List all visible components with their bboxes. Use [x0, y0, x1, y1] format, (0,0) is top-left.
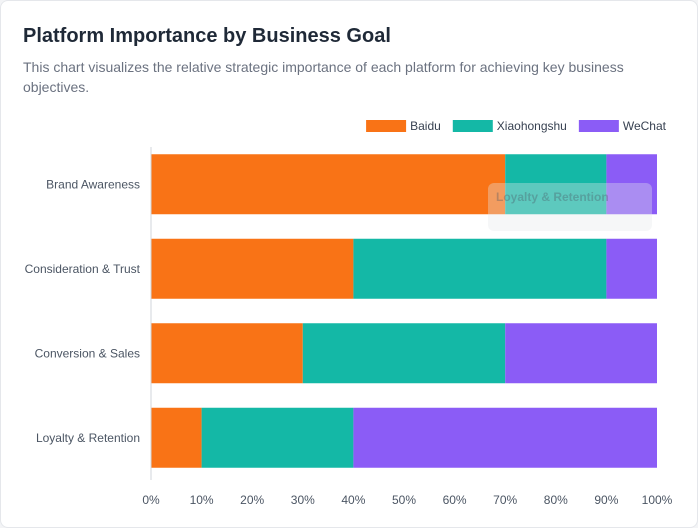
bar-loyalty-and-retention-xiaohongshu[interactable] — [201, 407, 354, 468]
chart-tooltip: Loyalty & Retention — [488, 183, 652, 231]
x-tick-label: 90% — [594, 493, 618, 507]
bar-loyalty-and-retention-baidu[interactable] — [151, 407, 202, 468]
y-tick-label: Loyalty & Retention — [36, 431, 140, 445]
x-tick-label: 20% — [240, 493, 264, 507]
x-tick-label: 50% — [392, 493, 416, 507]
bar-consideration-and-trust-wechat[interactable] — [606, 238, 657, 299]
chart-title: Platform Importance by Business Goal — [23, 25, 391, 47]
x-tick-label: 70% — [493, 493, 517, 507]
bar-brand-awareness-wechat[interactable] — [606, 154, 657, 215]
legend-item-wechat[interactable]: WeChat — [578, 119, 667, 133]
x-tick-label: 0% — [142, 493, 160, 507]
legend-item-baidu[interactable]: Baidu — [366, 119, 441, 133]
legend-label: Xiaohongshu — [497, 119, 567, 133]
bar-conversion-and-sales-baidu[interactable] — [151, 323, 303, 384]
x-tick-label: 60% — [443, 493, 467, 507]
tooltip-box — [488, 183, 652, 231]
legend-swatch — [366, 120, 407, 132]
tooltip-title: Loyalty & Retention — [496, 190, 609, 204]
x-tick-label: 100% — [642, 493, 673, 507]
chart-subtitle: This chart visualizes the relative strat… — [23, 59, 624, 95]
bar-conversion-and-sales-xiaohongshu[interactable] — [302, 323, 506, 384]
chart-axes: Brand Awareness Consideration & Trust Conv… — [25, 147, 673, 507]
legend-label: Baidu — [410, 119, 441, 133]
chart-bars — [151, 154, 657, 468]
bar-consideration-and-trust-baidu[interactable] — [151, 238, 354, 299]
chart-legend: Baidu Xiaohongshu WeChat — [366, 119, 667, 133]
legend-label: WeChat — [623, 119, 667, 133]
legend-swatch — [578, 120, 619, 132]
bar-brand-awareness-xiaohongshu[interactable] — [505, 154, 607, 215]
bar-brand-awareness-baidu[interactable] — [151, 154, 506, 215]
x-tick-label: 80% — [544, 493, 568, 507]
y-tick-label: Brand Awareness — [46, 177, 140, 191]
x-tick-label: 40% — [341, 493, 365, 507]
legend-item-xiaohongshu[interactable]: Xiaohongshu — [452, 119, 567, 133]
x-tick-label: 30% — [291, 493, 315, 507]
x-tick-label: 10% — [190, 493, 214, 507]
bar-loyalty-and-retention-wechat[interactable] — [353, 407, 657, 468]
bar-consideration-and-trust-xiaohongshu[interactable] — [353, 238, 607, 299]
bar-conversion-and-sales-wechat[interactable] — [505, 323, 657, 384]
y-tick-label: Conversion & Sales — [35, 346, 140, 360]
legend-swatch — [452, 120, 493, 132]
y-tick-label: Consideration & Trust — [25, 262, 141, 276]
